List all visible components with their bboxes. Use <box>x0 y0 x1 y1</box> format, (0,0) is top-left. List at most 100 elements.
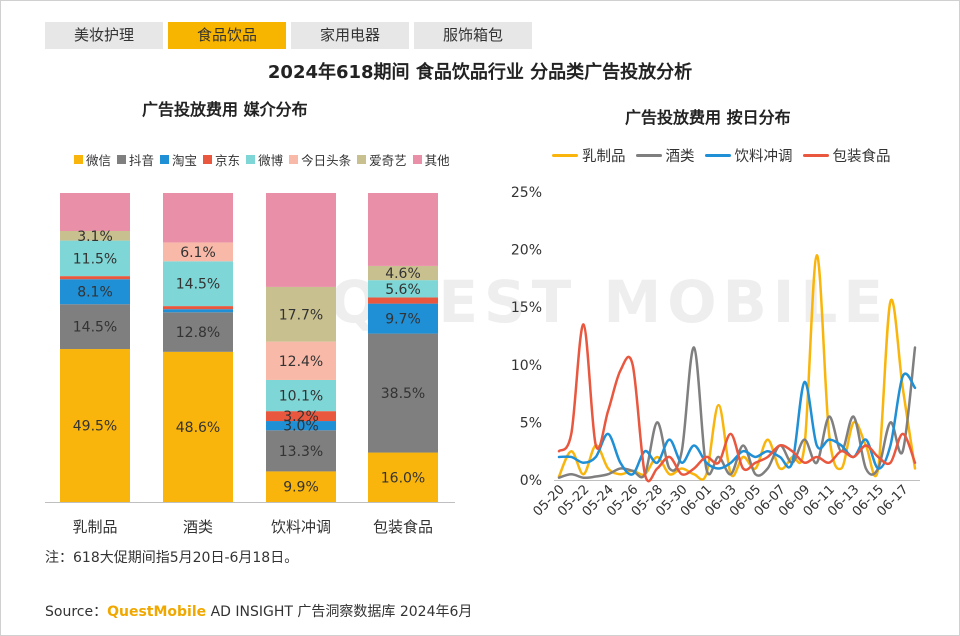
bar-segment <box>266 286 336 342</box>
source-prefix: Source： <box>45 604 108 620</box>
legend-label: 抖音 <box>129 153 155 168</box>
tab-apparel-bags[interactable]: 服饰箱包 <box>414 22 532 49</box>
bar-data-label: 3.1% <box>77 229 113 245</box>
y-tick-label: 10% <box>511 358 542 374</box>
bar-data-label: 11.5% <box>73 251 117 267</box>
bar-data-label: 5.6% <box>385 282 421 298</box>
bar-segment <box>266 411 336 422</box>
bar-data-label: 12.8% <box>176 325 220 341</box>
legend-item: 淘宝 <box>160 150 197 169</box>
tab-beauty[interactable]: 美妆护理 <box>45 22 163 49</box>
bar-segment <box>60 349 130 502</box>
legend-swatch <box>357 155 367 164</box>
bar-segment <box>368 452 438 502</box>
bar-data-label: 9.9% <box>283 480 319 496</box>
category-label: 饮料冲调 <box>271 518 331 536</box>
legend-item: 饮料冲调 <box>704 145 793 166</box>
y-tick-label: 15% <box>511 300 542 316</box>
bar-data-label: 48.6% <box>176 420 220 436</box>
bar-segment <box>60 240 130 277</box>
series-line <box>557 323 917 483</box>
bar-segment <box>163 312 233 352</box>
bar-segment <box>266 379 336 412</box>
legend-item: 包装食品 <box>802 145 891 166</box>
legend-item: 爱奇艺 <box>357 150 407 169</box>
legend-swatch <box>552 154 578 157</box>
legend-label: 今日头条 <box>301 153 352 168</box>
footnote: 注：618大促期间指5月20日-6月18日。 <box>45 550 299 566</box>
category-label: 包装食品 <box>373 518 433 536</box>
legend-item: 抖音 <box>117 150 154 169</box>
bar-data-label: 4.6% <box>385 266 421 282</box>
bar-segment <box>368 303 438 334</box>
bar-data-label: 16.0% <box>381 470 425 486</box>
legend-swatch <box>289 155 299 164</box>
bar-segment <box>163 309 233 313</box>
bar-segment <box>266 193 336 287</box>
media-chart-title: 广告投放费用 媒介分布 <box>142 100 308 119</box>
legend-swatch <box>412 155 422 164</box>
bar-segment <box>60 279 130 305</box>
legend-swatch <box>704 154 731 157</box>
legend-label: 其他 <box>424 153 450 168</box>
bar-segment <box>266 471 336 502</box>
legend-label: 淘宝 <box>172 153 198 168</box>
legend-swatch <box>802 154 829 157</box>
legend-label: 微博 <box>258 153 284 168</box>
legend-item: 京东 <box>203 150 240 169</box>
bar-segment <box>368 280 438 298</box>
bar-segment <box>368 333 438 453</box>
bar-data-label: 13.3% <box>279 444 323 460</box>
bar-data-label: 12.4% <box>279 354 323 370</box>
bar-data-label: 10.1% <box>279 389 323 405</box>
bar-segment <box>163 351 233 502</box>
bar-segment <box>163 242 233 262</box>
source-brand: QuestMobile <box>107 604 207 620</box>
daily-chart-title: 广告投放费用 按日分布 <box>625 108 791 127</box>
bar-segment <box>368 193 438 266</box>
y-tick-label: 0% <box>520 473 542 489</box>
media-chart-legend: 微信 抖音 淘宝 京东 微博 今日头条 爱奇艺 其他 <box>74 150 456 169</box>
bar-segment <box>163 261 233 307</box>
legend-item: 微博 <box>246 150 283 169</box>
legend-label: 爱奇艺 <box>369 153 407 168</box>
bar-segment <box>163 306 233 310</box>
y-tick-label: 25% <box>511 185 542 201</box>
legend-swatch <box>160 155 170 164</box>
bar-data-label: 14.5% <box>73 320 117 336</box>
bar-segment <box>266 421 336 431</box>
bar-data-label: 8.1% <box>77 285 113 301</box>
source-line: Source：QuestMobile AD INSIGHT 广告洞察数据库 20… <box>45 601 472 621</box>
bar-data-label: 14.5% <box>176 277 220 293</box>
bar-segment <box>163 193 233 243</box>
legend-item: 微信 <box>74 150 111 169</box>
bar-data-label: 6.1% <box>180 245 216 261</box>
source-rest: AD INSIGHT 广告洞察数据库 2024年6月 <box>206 604 473 620</box>
bar-segment <box>60 304 130 350</box>
category-label: 乳制品 <box>72 518 117 536</box>
bar-data-label: 17.7% <box>279 307 323 323</box>
bar-data-label: 38.5% <box>381 386 425 402</box>
tab-home-appliances[interactable]: 家用电器 <box>291 22 409 49</box>
bar-segment <box>266 430 336 472</box>
legend-item: 乳制品 <box>552 145 626 166</box>
legend-swatch <box>117 155 127 164</box>
legend-label: 京东 <box>215 153 241 168</box>
bar-segment <box>368 297 438 304</box>
legend-swatch <box>635 154 662 157</box>
bar-segment <box>60 193 130 232</box>
y-tick-label: 20% <box>511 243 542 259</box>
legend-item: 今日头条 <box>289 150 351 169</box>
legend-label: 酒类 <box>665 149 695 165</box>
tab-food-beverage[interactable]: 食品饮品 <box>168 22 286 49</box>
bar-segment <box>60 276 130 280</box>
category-tabs: 美妆护理 食品饮品 家用电器 服饰箱包 <box>45 22 532 49</box>
bar-segment <box>60 231 130 241</box>
bar-data-label: 9.7% <box>385 312 421 328</box>
legend-swatch <box>74 155 83 164</box>
bar-data-label: 3.2% <box>283 409 319 425</box>
bar-data-label: 49.5% <box>73 419 117 435</box>
y-tick-label: 5% <box>520 415 542 431</box>
legend-swatch <box>203 155 213 164</box>
